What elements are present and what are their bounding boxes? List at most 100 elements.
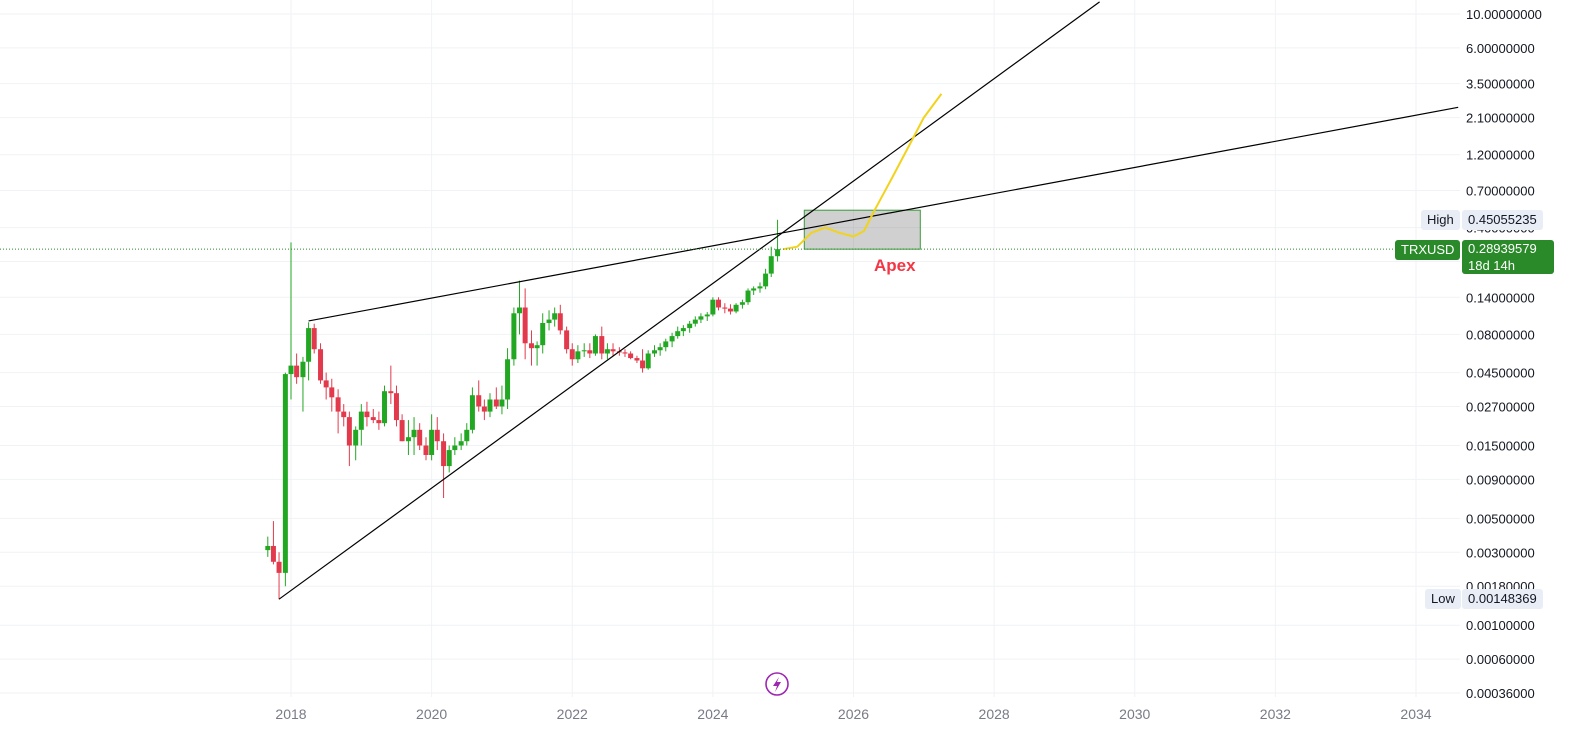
y-tick-label: 1.20000000 <box>1466 148 1535 163</box>
candle-body <box>763 273 769 287</box>
candle-body <box>493 399 499 407</box>
candle <box>300 356 306 412</box>
candle <box>452 437 458 455</box>
candle-body <box>604 349 610 354</box>
y-tick-label: 0.04500000 <box>1466 366 1535 381</box>
y-tick-label: 2.10000000 <box>1466 111 1535 126</box>
x-tick-label: 2030 <box>1119 706 1150 722</box>
candle-body <box>329 387 335 398</box>
candle <box>739 299 745 309</box>
candle <box>763 268 769 290</box>
candle-body <box>628 353 634 359</box>
candle <box>469 387 475 434</box>
y-tick-label: 0.00100000 <box>1466 618 1535 633</box>
candle <box>429 414 435 461</box>
candle <box>528 330 534 366</box>
projection-box <box>803 209 921 250</box>
y-tick-label: 6.00000000 <box>1466 41 1535 56</box>
candle-body <box>423 445 429 455</box>
candle-body <box>323 380 329 388</box>
candle <box>358 404 364 446</box>
candle <box>446 445 452 473</box>
trendline <box>308 106 1459 322</box>
candle <box>417 423 423 451</box>
candle <box>534 341 540 366</box>
x-tick-label: 2032 <box>1260 706 1291 722</box>
candle-body <box>464 429 470 442</box>
candle-body <box>294 365 300 378</box>
candle-body <box>564 330 570 350</box>
candle <box>270 521 276 565</box>
y-tick-label: 0.00036000 <box>1466 686 1535 701</box>
candle <box>604 343 610 360</box>
candle-body <box>388 391 394 394</box>
candle-body <box>370 417 376 421</box>
candle <box>493 387 499 409</box>
candle-body <box>265 545 271 551</box>
candle-body <box>452 445 458 451</box>
candle <box>487 393 493 418</box>
candle <box>757 282 763 293</box>
candles <box>265 219 781 600</box>
candle <box>294 353 300 384</box>
candle <box>411 417 417 455</box>
x-tick-label: 2022 <box>557 706 588 722</box>
candle <box>575 345 581 363</box>
candle-body <box>775 249 781 257</box>
candle-body <box>270 545 276 562</box>
candle-body <box>592 336 598 354</box>
candle-body <box>745 290 751 303</box>
candle <box>311 323 317 354</box>
candle-body <box>710 299 716 315</box>
candle <box>517 280 523 335</box>
candle-body <box>300 361 306 378</box>
candle-body <box>687 323 693 329</box>
apex-label: Apex <box>874 256 916 275</box>
candle <box>323 372 329 400</box>
candle-body <box>546 319 552 324</box>
candle-body <box>733 304 739 312</box>
candle-body <box>663 341 669 348</box>
candle <box>751 286 757 295</box>
candle <box>557 304 563 335</box>
candle <box>733 303 739 314</box>
x-axis: 2018 2020 2022 2024 2026 2028 2030 2032 2034 <box>275 706 1431 722</box>
candle-body <box>599 336 605 354</box>
candle-body <box>557 313 563 331</box>
candle <box>329 378 335 412</box>
x-tick-label: 2026 <box>838 706 869 722</box>
candle <box>318 343 324 384</box>
candle-body <box>417 429 423 446</box>
candle <box>663 338 669 352</box>
candle-body <box>405 437 411 442</box>
candle-body <box>335 397 341 412</box>
candle-body <box>487 399 493 412</box>
candle-body <box>411 429 417 438</box>
candle <box>399 414 405 442</box>
bolt-icon[interactable] <box>765 672 789 696</box>
candle <box>640 349 646 373</box>
candle <box>370 408 376 424</box>
candle <box>592 334 598 356</box>
candle-body <box>434 429 440 442</box>
candle <box>634 355 640 363</box>
candle-body <box>569 349 575 360</box>
high-value: 0.45055235 <box>1462 210 1543 230</box>
candle <box>388 365 394 405</box>
candle-body <box>288 365 294 375</box>
candle <box>716 297 721 311</box>
candle-body <box>522 307 528 344</box>
candle <box>306 322 312 381</box>
y-tick-label: 0.01500000 <box>1466 438 1535 453</box>
candle <box>276 552 282 600</box>
candle-body <box>739 302 745 305</box>
y-tick-label: 0.00300000 <box>1466 545 1535 560</box>
low-value: 0.00148369 <box>1462 589 1543 609</box>
candle <box>552 307 558 327</box>
candle <box>645 350 651 370</box>
candle-body <box>276 561 282 573</box>
candle <box>546 310 552 331</box>
candle <box>464 423 470 446</box>
symbol-label: TRXUSD <box>1395 240 1461 260</box>
